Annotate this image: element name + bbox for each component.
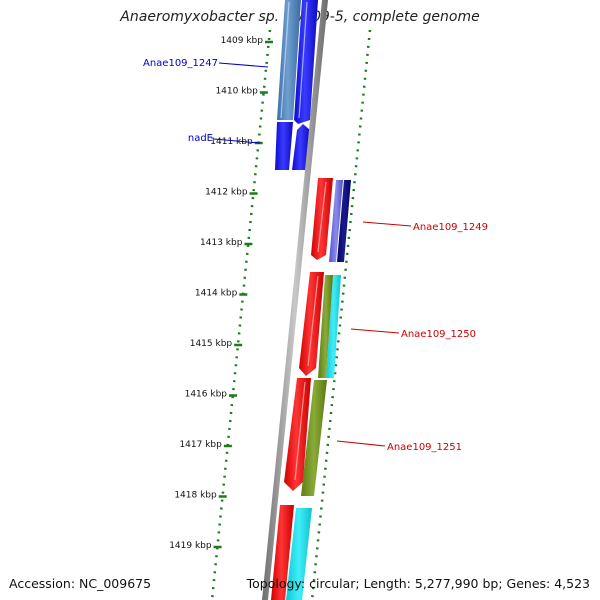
leader-nade xyxy=(213,138,261,144)
gene-label-anae109-1249[interactable]: Anae109_1249 xyxy=(413,222,488,233)
ruler-tick-label: 1418 kbp xyxy=(174,491,217,501)
forward-strand-track xyxy=(275,0,318,170)
gene-label-nade[interactable]: nadE xyxy=(188,133,213,144)
leader-anae109-1247 xyxy=(218,62,269,68)
ruler-tick-label: 1416 kbp xyxy=(185,390,228,400)
gene-labels: Anae109_1247 nadE Anae109_1249 Anae109_1… xyxy=(143,58,488,453)
ruler-tick-label: 1419 kbp xyxy=(169,541,212,551)
map-title: Anaeromyxobacter sp. Fw109-5, complete g… xyxy=(120,9,480,25)
kbp-ruler: 1409 kbp 1410 kbp 1411 kbp 1412 kbp 1413 kbp… xyxy=(169,36,273,551)
reverse-strand-track xyxy=(271,178,351,600)
gene-anae109-1250-olive[interactable] xyxy=(318,275,333,378)
forward-strand-highlight xyxy=(280,1,290,119)
gene-anae109-1247-inner[interactable] xyxy=(294,0,318,124)
ruler-tick-label: 1413 kbp xyxy=(200,238,243,248)
ruler-tick-label: 1412 kbp xyxy=(205,188,248,198)
ruler-tick-label: 1409 kbp xyxy=(221,36,264,46)
left-track-guide xyxy=(210,29,272,600)
gene-label-leaders xyxy=(213,62,412,447)
reverse-strand-highlight xyxy=(294,381,306,481)
forward-strand-highlight xyxy=(298,1,308,119)
leader-anae109-1250 xyxy=(350,328,400,334)
leader-anae109-1249 xyxy=(362,221,412,227)
gene-next-teal[interactable] xyxy=(286,508,312,600)
gene-label-anae109-1247[interactable]: Anae109_1247 xyxy=(143,58,218,69)
ruler-tick-label: 1411 kbp xyxy=(210,137,253,147)
leader-anae109-1251 xyxy=(336,440,386,447)
gene-nade-inner[interactable] xyxy=(292,124,310,170)
gene-anae109-1251-red[interactable] xyxy=(284,378,311,491)
gene-anae109-1250-red[interactable] xyxy=(299,272,324,376)
gene-anae109-1249-purple[interactable] xyxy=(329,180,343,262)
gene-anae109-1249-navy[interactable] xyxy=(337,180,351,262)
genome-backbone xyxy=(262,0,328,600)
ruler-tick-label: 1414 kbp xyxy=(195,289,238,299)
topology-summary: Topology: circular; Length: 5,277,990 bp… xyxy=(246,576,590,591)
gene-label-anae109-1251[interactable]: Anae109_1251 xyxy=(387,442,462,453)
gene-anae109-1251-olive[interactable] xyxy=(301,380,327,496)
ruler-tick-label: 1415 kbp xyxy=(190,339,233,349)
gene-label-anae109-1250[interactable]: Anae109_1250 xyxy=(401,329,476,340)
gene-anae109-1250-teal[interactable] xyxy=(326,275,341,378)
right-track-guide xyxy=(310,29,372,600)
ruler-tick-label: 1417 kbp xyxy=(179,440,222,450)
gene-next-red[interactable] xyxy=(271,505,294,600)
ruler-tick-label: 1410 kbp xyxy=(215,87,258,97)
gene-nade-outer[interactable] xyxy=(275,122,293,170)
reverse-strand-highlight xyxy=(317,181,327,253)
accession-label: Accession: NC_009675 xyxy=(9,576,152,591)
reverse-strand-highlight xyxy=(307,275,319,367)
